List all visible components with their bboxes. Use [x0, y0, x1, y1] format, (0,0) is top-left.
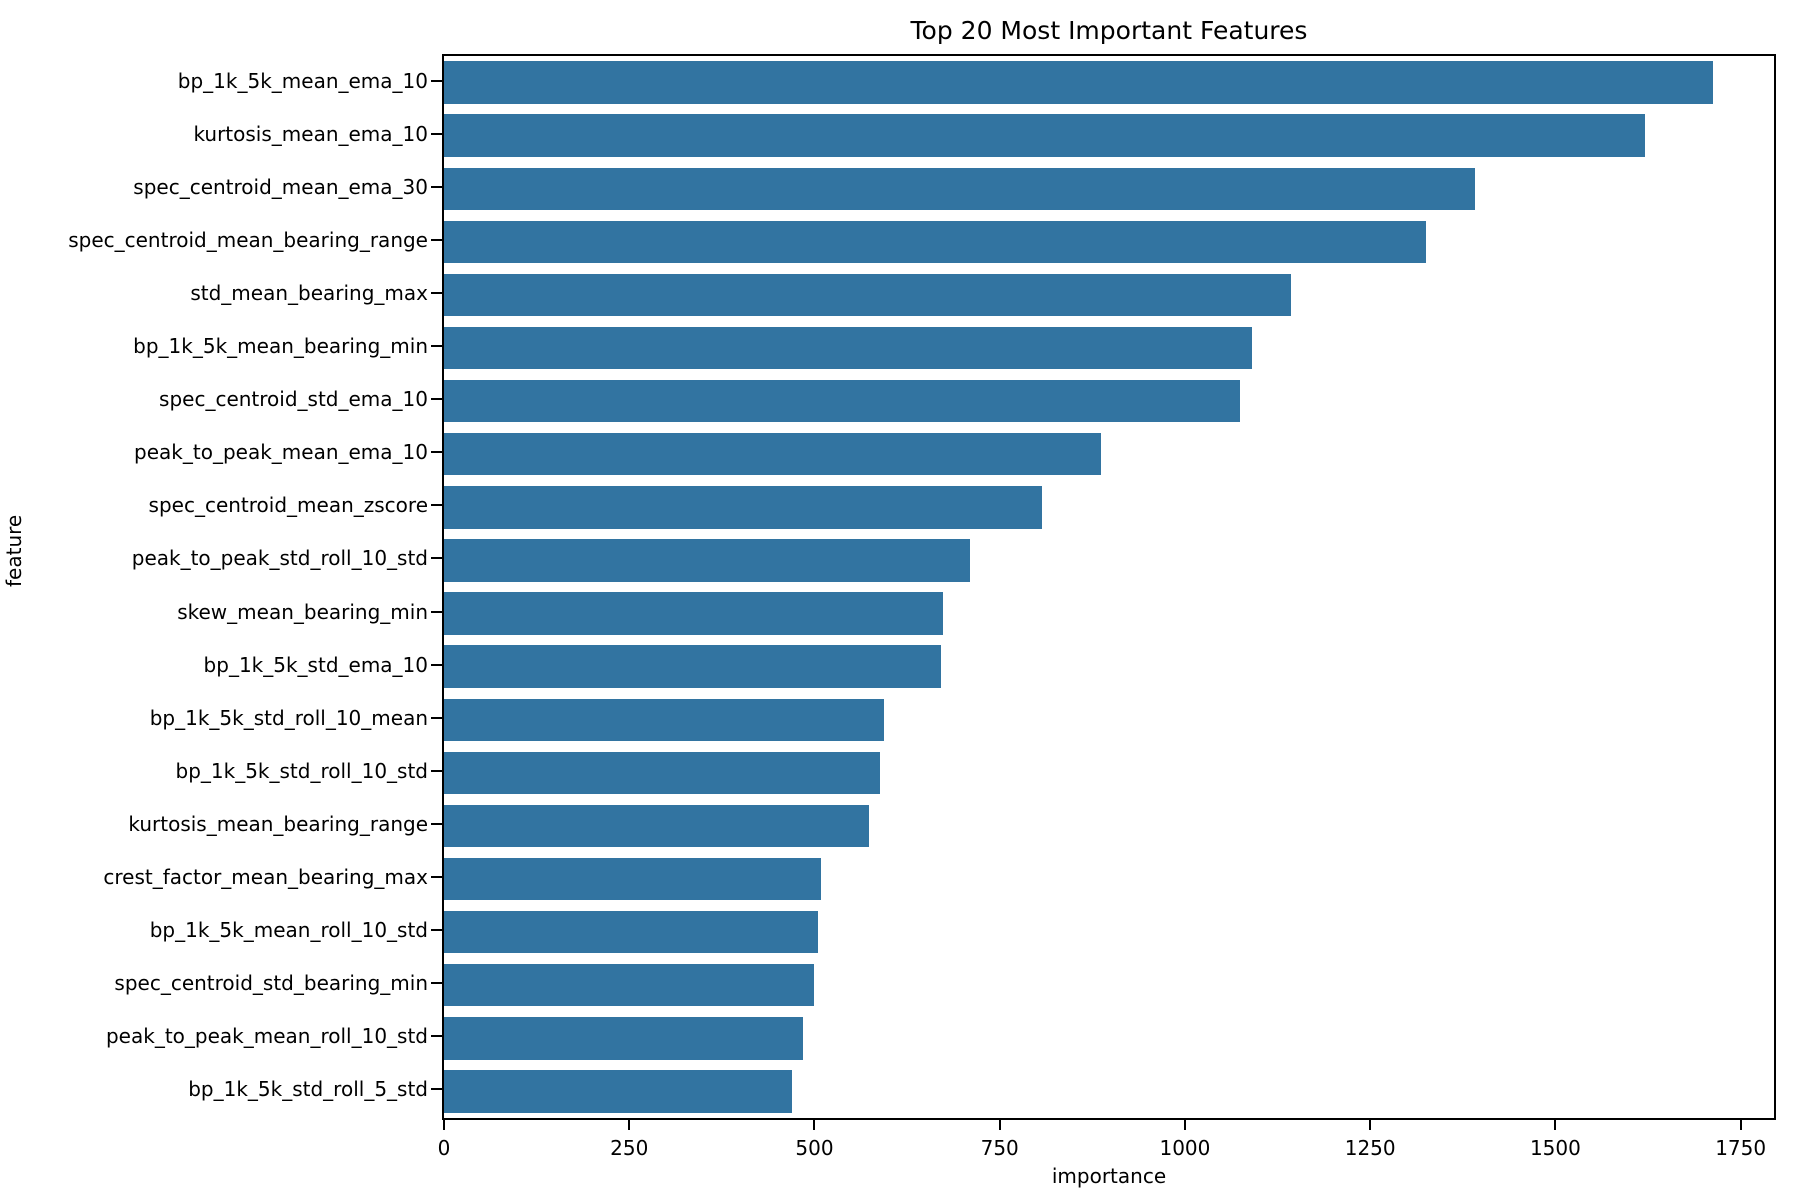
y-tick-label: std_mean_bearing_max — [190, 280, 428, 305]
y-tick-label: kurtosis_mean_bearing_range — [128, 811, 428, 836]
y-tick-label: bp_1k_5k_std_roll_10_mean — [149, 705, 428, 730]
y-tick-label: bp_1k_5k_std_ema_10 — [203, 652, 428, 677]
y-tick-mark — [431, 132, 442, 135]
y-tick-label: spec_centroid_std_ema_10 — [159, 387, 428, 412]
y-tick-label: peak_to_peak_std_roll_10_std — [131, 546, 428, 571]
bar — [444, 964, 815, 1007]
y-tick-mark — [431, 769, 442, 772]
bar — [444, 592, 944, 635]
y-tick-label: spec_centroid_mean_ema_30 — [133, 174, 428, 199]
y-tick-mark — [431, 982, 442, 985]
y-tick-label: bp_1k_5k_mean_ema_10 — [177, 68, 428, 93]
y-tick-label: spec_centroid_std_bearing_min — [114, 971, 428, 996]
x-tick-label: 1750 — [1715, 1136, 1767, 1160]
y-tick-mark — [431, 291, 442, 294]
plot-area — [442, 54, 1776, 1120]
y-tick-mark — [431, 716, 442, 719]
y-tick-mark — [431, 663, 442, 666]
y-tick-mark — [431, 557, 442, 560]
y-tick-label: bp_1k_5k_std_roll_10_std — [175, 758, 429, 783]
y-tick-mark — [431, 504, 442, 507]
x-tick-mark — [998, 1120, 1001, 1130]
bar — [444, 804, 869, 848]
x-tick-mark — [1554, 1120, 1557, 1130]
y-tick-label: kurtosis_mean_ema_10 — [193, 121, 428, 146]
x-axis-label: importance — [1051, 1164, 1167, 1188]
y-tick-label: spec_centroid_mean_bearing_range — [68, 227, 428, 252]
y-tick-mark — [431, 876, 442, 879]
y-tick-mark — [431, 610, 442, 613]
bar — [444, 433, 1102, 476]
x-tick-label: 750 — [980, 1136, 1019, 1160]
y-tick-label: bp_1k_5k_std_roll_5_std — [188, 1077, 428, 1102]
bar — [444, 326, 1253, 370]
bar — [444, 910, 819, 954]
bar — [444, 167, 1475, 210]
x-tick-label: 1000 — [1159, 1136, 1211, 1160]
x-tick-mark — [1739, 1120, 1742, 1130]
y-tick-label: bp_1k_5k_mean_roll_10_std — [149, 918, 428, 943]
y-tick-mark — [431, 79, 442, 82]
y-tick-mark — [431, 1035, 442, 1038]
chart-title: Top 20 Most Important Features — [910, 16, 1308, 45]
bar — [444, 220, 1427, 264]
bar — [444, 61, 1713, 104]
y-tick-mark — [431, 185, 442, 188]
bar — [444, 1070, 793, 1113]
x-tick-label: 500 — [795, 1136, 834, 1160]
y-tick-mark — [431, 929, 442, 932]
bar — [444, 539, 971, 582]
bar — [444, 273, 1291, 317]
bar — [444, 379, 1240, 423]
x-tick-mark — [443, 1120, 445, 1130]
x-tick-label: 0 — [437, 1136, 451, 1160]
x-tick-mark — [628, 1120, 631, 1130]
x-tick-mark — [813, 1120, 816, 1130]
bar — [444, 1017, 804, 1060]
y-tick-mark — [431, 238, 442, 241]
y-tick-mark — [431, 451, 442, 454]
bar — [444, 751, 881, 795]
x-tick-mark — [1183, 1120, 1186, 1130]
x-tick-mark — [1369, 1120, 1372, 1130]
bar — [444, 486, 1042, 529]
y-tick-mark — [431, 822, 442, 825]
bar — [444, 698, 885, 741]
y-tick-mark — [431, 345, 442, 348]
bar — [444, 645, 942, 688]
bar — [444, 857, 822, 901]
y-tick-label: skew_mean_bearing_min — [177, 599, 428, 624]
x-tick-label: 250 — [610, 1136, 649, 1160]
x-tick-label: 1250 — [1344, 1136, 1396, 1160]
y-tick-label: bp_1k_5k_mean_bearing_min — [133, 334, 428, 359]
y-tick-mark — [431, 398, 442, 401]
y-tick-mark — [431, 1088, 442, 1091]
y-tick-label: crest_factor_mean_bearing_max — [103, 865, 428, 890]
y-tick-label: peak_to_peak_mean_roll_10_std — [105, 1024, 428, 1049]
y-tick-label: spec_centroid_mean_zscore — [148, 493, 428, 518]
bar — [444, 114, 1646, 157]
y-tick-label: peak_to_peak_mean_ema_10 — [134, 440, 428, 465]
x-tick-label: 1500 — [1529, 1136, 1581, 1160]
